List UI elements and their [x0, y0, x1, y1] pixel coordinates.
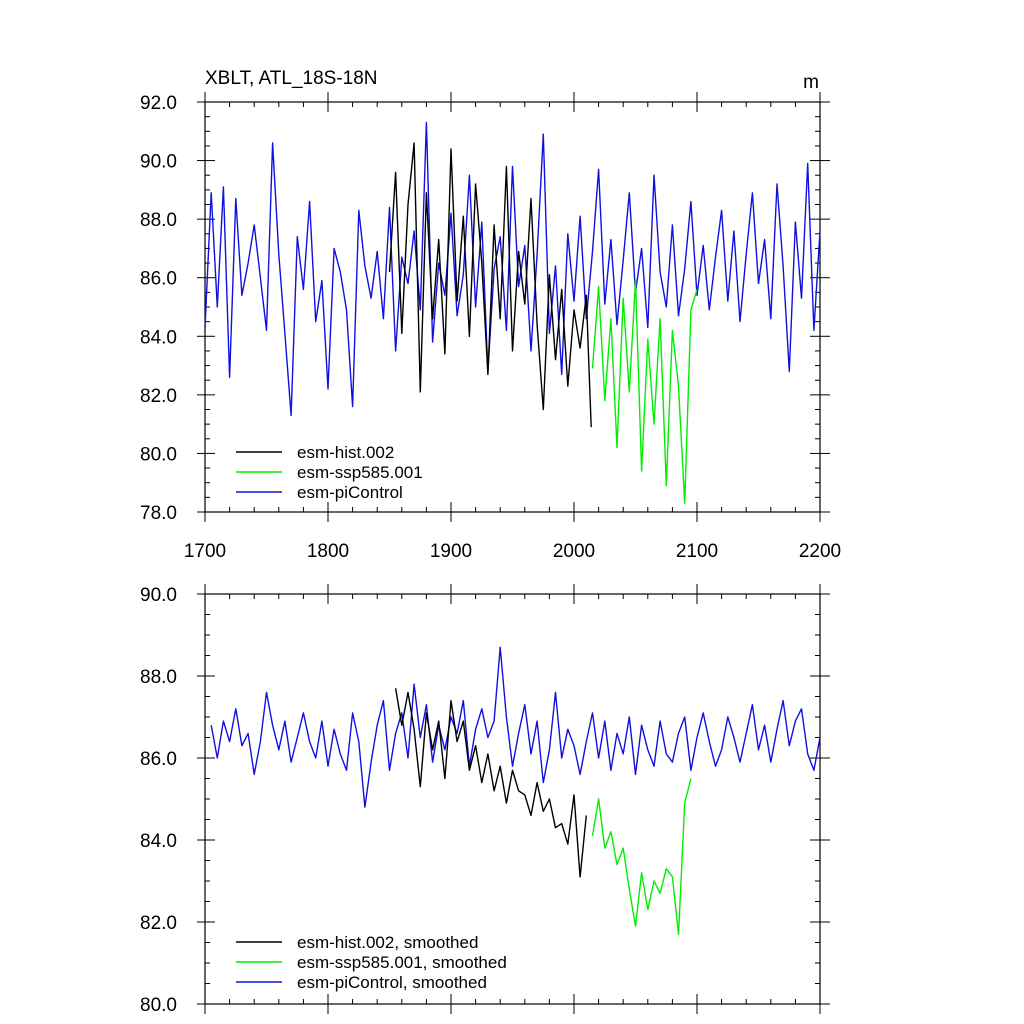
top-minor-ticks [197, 92, 830, 522]
top-y-tick-label: 92.0 [140, 93, 177, 114]
top-series-line-esm-ssp585-001 [591, 279, 698, 504]
top-x-tick-labels: 1700 1800 1900 2000 2100 2200 [184, 541, 841, 562]
top-legend-label: esm-ssp585.001 [297, 463, 423, 482]
top-y-tick-label: 82.0 [140, 386, 177, 407]
top-series-line-esm-picontrol [204, 121, 821, 417]
top-x-tick-label: 1700 [184, 541, 226, 562]
top-x-tick-label: 1800 [307, 541, 349, 562]
top-series-line-esm-hist-002 [388, 142, 592, 428]
bottom-y-tick-label: 88.0 [140, 667, 177, 688]
top-x-tick-label: 2000 [553, 541, 595, 562]
bottom-y-tick-label: 90.0 [140, 585, 177, 606]
top-y-tick-label: 78.0 [140, 503, 177, 524]
bottom-panel: 80.0 82.0 84.0 86.0 88.0 90.0 esm-hist.002, s… [140, 584, 830, 1016]
top-legend-label: esm-hist.002 [297, 443, 394, 462]
top-y-tick-labels: 78.0 80.0 82.0 84.0 86.0 88.0 90.0 92.0 [140, 93, 177, 524]
top-x-tick-label: 1900 [430, 541, 472, 562]
bottom-series-line-esm-hist-002-smoothed [394, 688, 587, 878]
top-units-label: m [803, 72, 819, 93]
bottom-minor-ticks [197, 584, 830, 1014]
top-x-tick-label: 2200 [799, 541, 841, 562]
bottom-y-tick-labels: 80.0 82.0 84.0 86.0 88.0 90.0 [140, 585, 177, 1016]
top-y-tick-label: 86.0 [140, 269, 177, 290]
bottom-series-line-esm-ssp585-001-smoothed [591, 778, 692, 935]
bottom-legend-label: esm-hist.002, smoothed [297, 933, 478, 952]
bottom-legend-label: esm-piControl, smoothed [297, 973, 487, 992]
bottom-y-tick-label: 86.0 [140, 749, 177, 770]
top-y-tick-label: 84.0 [140, 327, 177, 348]
bottom-legend-label: esm-ssp585.001, smoothed [297, 953, 507, 972]
bottom-series-line-esm-picontrol-smoothed [210, 646, 821, 808]
top-series [204, 121, 821, 504]
top-y-tick-label: 90.0 [140, 152, 177, 173]
bottom-y-tick-label: 84.0 [140, 831, 177, 852]
top-chart-title: XBLT, ATL_18S-18N [205, 68, 378, 89]
bottom-series [210, 646, 821, 935]
top-y-tick-label: 88.0 [140, 210, 177, 231]
bottom-y-tick-label: 82.0 [140, 913, 177, 934]
top-y-tick-label: 80.0 [140, 444, 177, 465]
top-panel: 78.0 80.0 82.0 84.0 86.0 88.0 90.0 92.0 1700 180… [140, 68, 841, 562]
top-x-tick-label: 2100 [676, 541, 718, 562]
top-legend-label: esm-piControl [297, 483, 403, 502]
bottom-y-tick-label: 80.0 [140, 995, 177, 1016]
